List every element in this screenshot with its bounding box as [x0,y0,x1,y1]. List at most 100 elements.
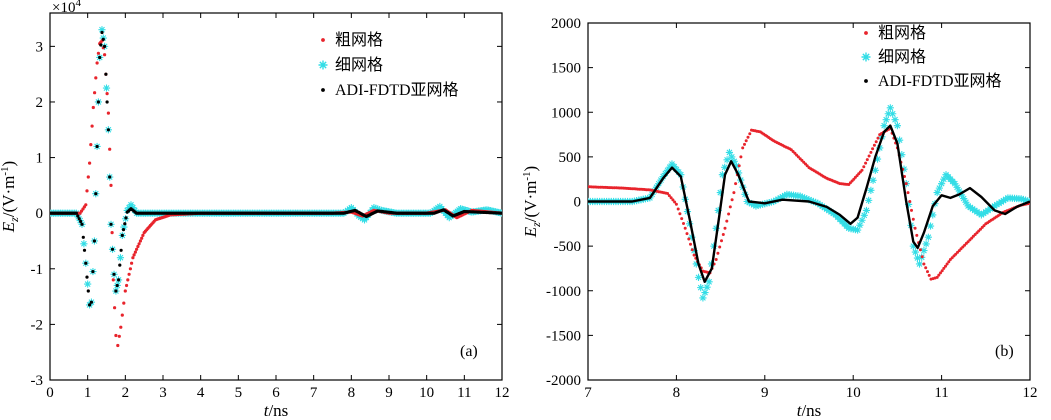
data-point [750,201,758,209]
data-point [106,128,110,132]
data-point [129,204,137,212]
data-point [127,272,131,276]
data-point [922,240,930,248]
data-point [924,266,928,270]
data-point [955,187,963,195]
data-point [854,226,862,234]
data-point [891,116,899,124]
data-point [947,260,951,264]
panel-label: (b) [995,343,1014,360]
data-point [860,168,864,172]
data-point [744,139,748,143]
data-point [951,180,959,188]
data-point [940,175,948,183]
data-point [730,198,734,202]
data-point [778,193,787,201]
data-point [774,195,782,203]
data-point [126,278,130,282]
legend-marker [321,88,325,92]
data-point [898,151,906,159]
data-point [1021,196,1030,204]
data-point [908,200,912,203]
data-point [82,248,87,252]
legend-label: ADI-FDTD亚网格 [335,81,459,99]
data-point [81,235,85,239]
data-point [701,288,709,297]
data-point [746,135,750,139]
data-point [721,233,725,236]
x-tick-label: 5 [235,385,243,401]
data-point [119,248,123,252]
data-point [667,194,671,198]
data-point [692,260,700,268]
data-point [752,202,760,210]
data-point [697,284,705,292]
data-point [862,165,866,169]
data-point [80,222,84,226]
data-point [74,211,78,215]
data-point [113,306,117,310]
data-point [754,201,762,210]
legend-marker [861,52,871,62]
data-point [874,140,878,144]
legend-marker [321,38,325,42]
data-point [132,253,136,257]
data-point [798,193,806,201]
data-point [79,219,83,224]
data-point [945,262,949,266]
x-tick-label: 11 [457,385,471,401]
data-point [690,246,698,255]
y-tick-label: 500 [559,150,582,166]
data-point [120,313,124,317]
data-point [725,148,734,157]
data-point [123,289,127,293]
data-point [133,250,137,254]
x-axis-title: t/ns [264,401,289,420]
data-point [666,163,674,171]
data-point [116,343,120,348]
data-point [124,216,128,220]
data-point [690,248,694,252]
data-point [111,278,115,282]
data-point [910,208,913,212]
data-point [926,270,929,274]
y-tick-label: -1 [31,262,44,278]
data-point [86,289,90,293]
data-point [372,204,380,212]
data-point [732,162,741,170]
data-point [805,196,813,204]
data-point [88,161,92,165]
data-point [76,214,80,218]
series-ADI-FDTD亚网格 [588,124,1030,283]
data-point [734,182,738,186]
x-tick-label: 0 [46,385,54,401]
data-point [85,275,89,279]
x-tick-label: 3 [159,385,167,401]
data-point [873,155,882,163]
data-point [882,116,890,124]
data-point [904,200,913,209]
data-point [720,239,723,243]
data-point [118,263,122,267]
data-point [864,161,868,165]
data-point [909,242,917,250]
x-tick-label: 10 [846,385,861,401]
data-point [84,203,88,207]
data-point [960,194,968,203]
legend-label: 粗网格 [878,24,926,42]
data-point [776,194,784,202]
data-point [929,211,937,219]
data-point [995,199,1003,207]
data-point [807,197,815,205]
data-point [663,166,672,174]
data-point [680,217,684,221]
data-point [718,171,726,179]
data-point [911,248,919,256]
data-point [687,237,691,241]
data-point [803,195,811,203]
data-point [110,247,115,251]
data-point [106,111,110,115]
data-point [712,224,720,232]
data-point [939,271,942,275]
data-point [91,105,95,110]
